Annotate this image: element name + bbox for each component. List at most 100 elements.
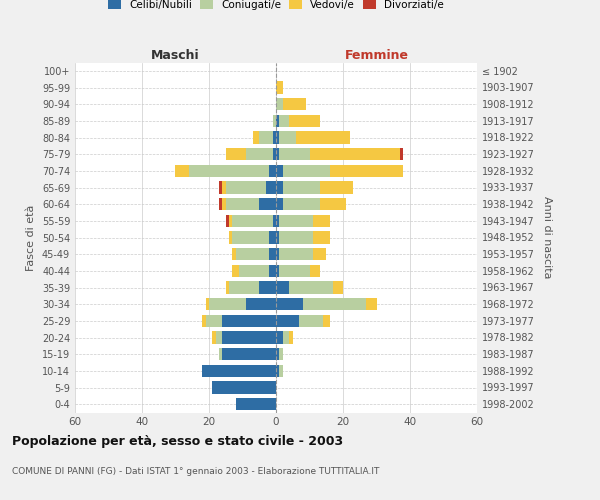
Bar xyxy=(276,314,299,327)
Bar xyxy=(189,164,269,177)
Bar xyxy=(246,298,276,310)
Bar xyxy=(202,314,206,327)
Bar xyxy=(310,148,400,160)
Bar xyxy=(232,214,272,227)
Bar xyxy=(276,281,289,293)
Bar xyxy=(276,198,283,210)
Bar xyxy=(276,164,283,177)
Bar xyxy=(283,181,320,194)
Bar xyxy=(206,314,223,327)
Bar xyxy=(223,348,276,360)
Bar xyxy=(259,131,272,144)
Bar xyxy=(276,181,283,194)
Bar xyxy=(202,364,276,377)
Bar xyxy=(219,198,223,210)
Bar xyxy=(229,214,232,227)
Bar xyxy=(272,131,276,144)
Bar xyxy=(320,198,346,210)
Bar xyxy=(223,314,276,327)
Bar xyxy=(276,264,280,277)
Y-axis label: Anni di nascita: Anni di nascita xyxy=(542,196,551,278)
Bar xyxy=(280,248,313,260)
Text: Popolazione per età, sesso e stato civile - 2003: Popolazione per età, sesso e stato civil… xyxy=(12,435,343,448)
Bar xyxy=(276,148,280,160)
Bar xyxy=(259,281,276,293)
Bar xyxy=(236,398,276,410)
Bar xyxy=(313,231,329,244)
Bar xyxy=(226,198,259,210)
Bar xyxy=(329,164,403,177)
Bar xyxy=(276,98,283,110)
Bar xyxy=(219,181,223,194)
Bar xyxy=(226,281,229,293)
Bar xyxy=(216,331,223,344)
Bar xyxy=(280,364,283,377)
Bar xyxy=(313,214,329,227)
Bar xyxy=(266,181,276,194)
Bar xyxy=(232,231,269,244)
Bar xyxy=(303,298,367,310)
Text: Maschi: Maschi xyxy=(151,48,200,62)
Bar xyxy=(283,164,329,177)
Bar xyxy=(229,281,259,293)
Bar xyxy=(299,314,323,327)
Bar xyxy=(269,231,276,244)
Bar xyxy=(206,298,209,310)
Bar xyxy=(276,81,283,94)
Bar xyxy=(280,214,313,227)
Bar xyxy=(289,331,293,344)
Bar xyxy=(253,131,259,144)
Bar xyxy=(236,248,269,260)
Bar xyxy=(280,348,283,360)
Bar xyxy=(226,214,229,227)
Bar xyxy=(280,264,310,277)
Bar xyxy=(296,131,350,144)
Bar xyxy=(223,331,276,344)
Bar xyxy=(400,148,403,160)
Bar xyxy=(269,248,276,260)
Text: COMUNE DI PANNI (FG) - Dati ISTAT 1° gennaio 2003 - Elaborazione TUTTITALIA.IT: COMUNE DI PANNI (FG) - Dati ISTAT 1° gen… xyxy=(12,468,379,476)
Bar xyxy=(212,381,276,394)
Bar xyxy=(280,231,313,244)
Bar xyxy=(269,164,276,177)
Bar xyxy=(229,231,232,244)
Bar xyxy=(272,214,276,227)
Bar xyxy=(276,348,280,360)
Bar xyxy=(276,248,280,260)
Bar xyxy=(276,298,303,310)
Bar xyxy=(226,181,266,194)
Bar xyxy=(310,264,320,277)
Bar xyxy=(276,364,280,377)
Bar xyxy=(269,264,276,277)
Y-axis label: Fasce di età: Fasce di età xyxy=(26,204,36,270)
Bar xyxy=(333,281,343,293)
Bar xyxy=(226,148,246,160)
Bar xyxy=(289,114,320,127)
Bar xyxy=(367,298,377,310)
Bar xyxy=(276,331,283,344)
Bar xyxy=(239,264,269,277)
Bar xyxy=(276,114,280,127)
Bar xyxy=(259,198,276,210)
Bar xyxy=(223,198,226,210)
Bar xyxy=(223,181,226,194)
Bar xyxy=(246,148,272,160)
Bar xyxy=(283,98,306,110)
Bar xyxy=(232,264,239,277)
Bar xyxy=(289,281,333,293)
Bar xyxy=(283,331,289,344)
Bar xyxy=(272,114,276,127)
Bar xyxy=(175,164,189,177)
Bar xyxy=(280,148,310,160)
Bar xyxy=(276,231,280,244)
Bar xyxy=(276,214,280,227)
Bar xyxy=(209,298,246,310)
Legend: Celibi/Nubili, Coniugati/e, Vedovi/e, Divorziati/e: Celibi/Nubili, Coniugati/e, Vedovi/e, Di… xyxy=(108,0,444,10)
Bar xyxy=(276,131,280,144)
Bar xyxy=(219,348,223,360)
Bar xyxy=(283,198,320,210)
Bar xyxy=(272,148,276,160)
Bar xyxy=(280,131,296,144)
Bar xyxy=(323,314,329,327)
Text: Femmine: Femmine xyxy=(344,48,409,62)
